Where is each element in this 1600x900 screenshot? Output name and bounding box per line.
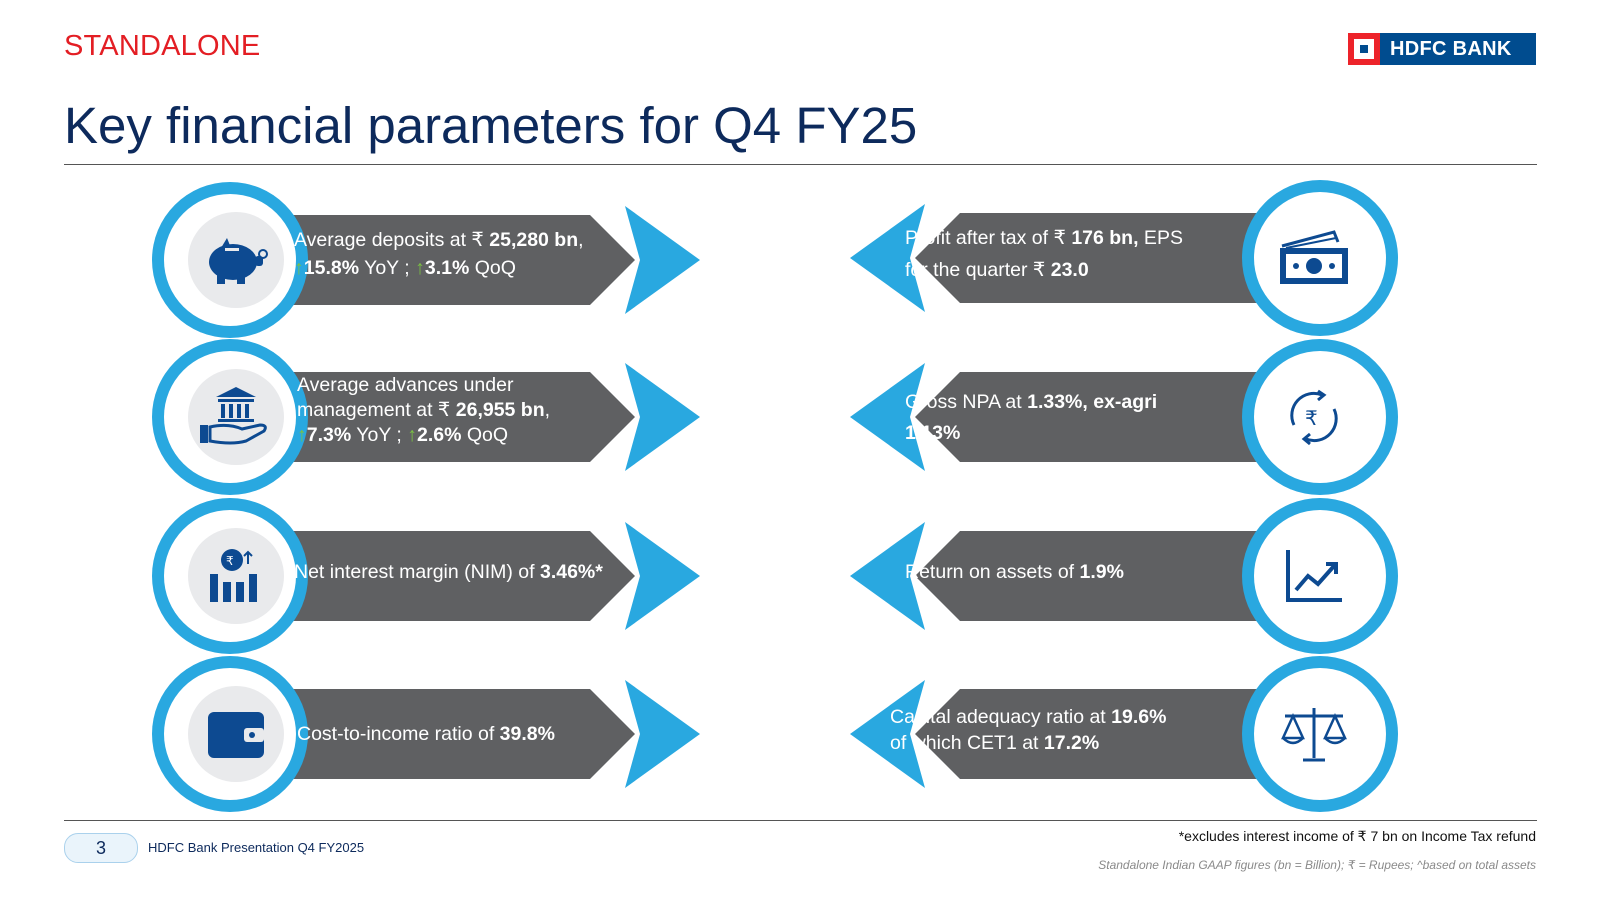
kpi-tile-cost-income: Cost-to-income ratio of 39.8% — [150, 654, 705, 814]
presentation-name: HDFC Bank Presentation Q4 FY2025 — [148, 840, 365, 855]
kpi-tile-roa: Return on assets of 1.9% — [845, 496, 1400, 656]
footer-divider — [64, 820, 1537, 821]
piggy-bank-icon — [198, 222, 274, 298]
advances-yoy: 7.3% — [306, 424, 352, 446]
cet1-text-pre: of which CET1 at — [890, 732, 1044, 754]
interest-chart-icon: ₹ — [198, 538, 274, 614]
bank-hand-icon — [198, 379, 274, 455]
balance-scale-icon — [1276, 696, 1352, 772]
wallet-icon — [198, 696, 274, 772]
kpi-tile-gross-npa: ₹ Gross NPA at 1.33%, ex-agri 1.13% — [845, 337, 1400, 497]
kpi-tile-nim: ₹ Net interest margin (NIM) of 3.46%* — [150, 496, 705, 656]
profit-text-post: EPS — [1138, 227, 1183, 249]
car-value: 19.6% — [1111, 706, 1167, 728]
profit-text-pre: Profit after tax of ₹ — [905, 227, 1072, 249]
header-divider — [64, 164, 1537, 165]
npa-text-pre: Gross NPA at — [905, 391, 1028, 413]
qoq-label: QoQ — [461, 424, 509, 446]
deposits-text-post: , — [578, 229, 584, 251]
svg-text:₹: ₹ — [1305, 406, 1318, 430]
deposits-yoy: 15.8% — [303, 257, 360, 279]
nim-value: 3.46%* — [539, 561, 603, 583]
section-tag: STANDALONE — [64, 30, 261, 62]
up-arrow-icon: ↑ — [415, 257, 425, 279]
advances-text-post: , — [544, 399, 551, 421]
deposits-qoq: 3.1% — [424, 257, 470, 279]
car-text-pre: Capital adequacy ratio at — [890, 706, 1112, 728]
yoy-label: YoY ; — [351, 424, 408, 446]
npa-ex-agri-value: 1.13% — [905, 422, 961, 444]
npa-value: 1.33%, ex-agri — [1027, 391, 1158, 413]
advances-line1: Average advances under — [297, 374, 514, 396]
rupee-cycle-icon: ₹ — [1276, 379, 1352, 455]
roa-text-pre: Return on assets of — [905, 561, 1080, 583]
kpi-tile-deposits: Average deposits at ₹ 25,280 bn, ↑15.8% … — [150, 180, 705, 340]
up-arrow-icon: ↑ — [294, 257, 304, 279]
logo-text: HDFC BANK — [1390, 37, 1512, 60]
eps-value: 23.0 — [1050, 259, 1089, 281]
nim-text-pre: Net interest margin (NIM) of — [294, 561, 540, 583]
kpi-tile-advances: Average advances under management at ₹ 2… — [150, 337, 705, 497]
svg-text:₹: ₹ — [226, 554, 234, 568]
deposits-value: 25,280 bn — [489, 229, 579, 251]
profit-value: 176 bn, — [1071, 227, 1139, 249]
cash-icon — [1276, 220, 1352, 296]
footnote: *excludes interest income of ₹ 7 bn on I… — [1178, 828, 1536, 844]
roa-value: 1.9% — [1079, 561, 1124, 583]
advances-value: 26,955 bn — [455, 399, 545, 421]
advances-qoq: 2.6% — [417, 424, 462, 446]
kpi-tile-profit: Profit after tax of ₹ 176 bn, EPS for th… — [845, 178, 1400, 338]
cost-income-text-pre: Cost-to-income ratio of — [297, 723, 500, 745]
qoq-label: QoQ — [469, 257, 516, 279]
page-number: 3 — [64, 833, 138, 863]
cet1-value: 17.2% — [1043, 732, 1100, 754]
eps-text-pre: for the quarter ₹ — [905, 259, 1051, 281]
growth-chart-icon — [1276, 538, 1352, 614]
hdfc-bank-logo: HDFC BANK — [1348, 33, 1536, 65]
page-title: Key financial parameters for Q4 FY25 — [64, 97, 918, 154]
yoy-label: YoY ; — [359, 257, 416, 279]
hdfc-logo-mark-icon — [1348, 33, 1380, 65]
advances-text-pre: management at ₹ — [297, 399, 456, 421]
disclaimer: Standalone Indian GAAP figures (bn = Bil… — [1098, 858, 1536, 872]
cost-income-value: 39.8% — [499, 723, 555, 745]
up-arrow-icon: ↑ — [297, 424, 307, 446]
deposits-text-pre: Average deposits at ₹ — [294, 229, 490, 251]
kpi-tile-capital-adequacy: Capital adequacy ratio at 19.6% of which… — [845, 654, 1400, 814]
up-arrow-icon: ↑ — [407, 424, 417, 446]
